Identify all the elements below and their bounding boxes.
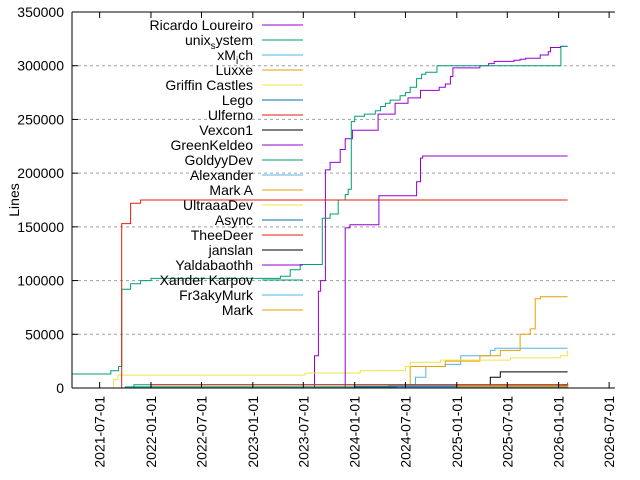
x-tick-label: 2026-07-01 [601,396,617,468]
x-tick-label: 2025-01-01 [449,396,465,468]
series-line-griffin-castles [108,350,569,389]
legend-label: Ricardo Loureiro [150,17,254,33]
y-tick-label: 150000 [17,219,64,235]
legend-label: Xander Karpov [160,272,253,288]
legend-label: Alexander [190,167,253,183]
y-axis-label: Lines [6,183,22,216]
axes [71,11,615,389]
series-line-ulferno [121,199,568,389]
legend-label: GreenKeldeo [170,137,253,153]
x-tick-label: 2024-07-01 [397,396,413,468]
legend-label: Async [215,212,253,228]
x-tick-label: 2023-07-01 [295,396,311,468]
legend-label: Mark [222,302,254,318]
x-tick-label: 2022-01-01 [143,396,159,468]
legend-label: unixsystem [185,32,253,52]
legend-label: janslan [208,242,253,258]
series-line-luxxe [397,296,568,387]
legend-label: Vexcon1 [199,122,253,138]
legend-label: Yaldabaothh [175,257,253,273]
legend-label: GoldyyDev [185,152,253,168]
x-tick-label: 2026-01-01 [551,396,567,468]
y-tick-label: 50000 [25,326,64,342]
series-line-unix-system [72,45,568,375]
legend-label: Ulferno [208,107,253,123]
series-line-ricardo-loureiro [308,45,568,389]
y-tick-label: 0 [56,380,64,396]
y-gridlines [72,11,615,335]
legend-label: TheeDeer [191,227,254,243]
x-tick-label: 2023-01-01 [245,396,261,468]
legend-label: Fr3akyMurk [179,287,254,303]
legend-label: Mark A [209,182,253,198]
legend-label: xMich [217,47,253,67]
y-tick-label: 200000 [17,165,64,181]
legend-label: Luxxe [216,62,254,78]
legend-label: Griffin Castles [165,77,253,93]
x-tick-label: 2024-01-01 [347,396,363,468]
y-tick-label: 250000 [17,111,64,127]
legend-label: UltraaaDev [183,197,253,213]
y-tick-label: 300000 [17,58,64,74]
y-tick-labels: 0 50000 100000 150000 200000 250000 300000 3500… [17,4,64,396]
x-tick-labels: 2021-07-01 2022-01-01 2022-07-01 2023-01-01… [92,396,618,468]
x-tick-label: 2021-07-01 [92,396,108,468]
x-tick-label: 2025-07-01 [499,396,515,468]
series-lines [72,45,569,389]
x-tick-label: 2022-07-01 [193,396,209,468]
y-tick-label: 350000 [17,4,64,20]
series-line-greenkeldeo [344,155,568,389]
legend: Ricardo LoureirounixsystemxMichLuxxeGrif… [150,17,303,318]
legend-label: Lego [222,92,253,108]
y-tick-label: 100000 [17,273,64,289]
